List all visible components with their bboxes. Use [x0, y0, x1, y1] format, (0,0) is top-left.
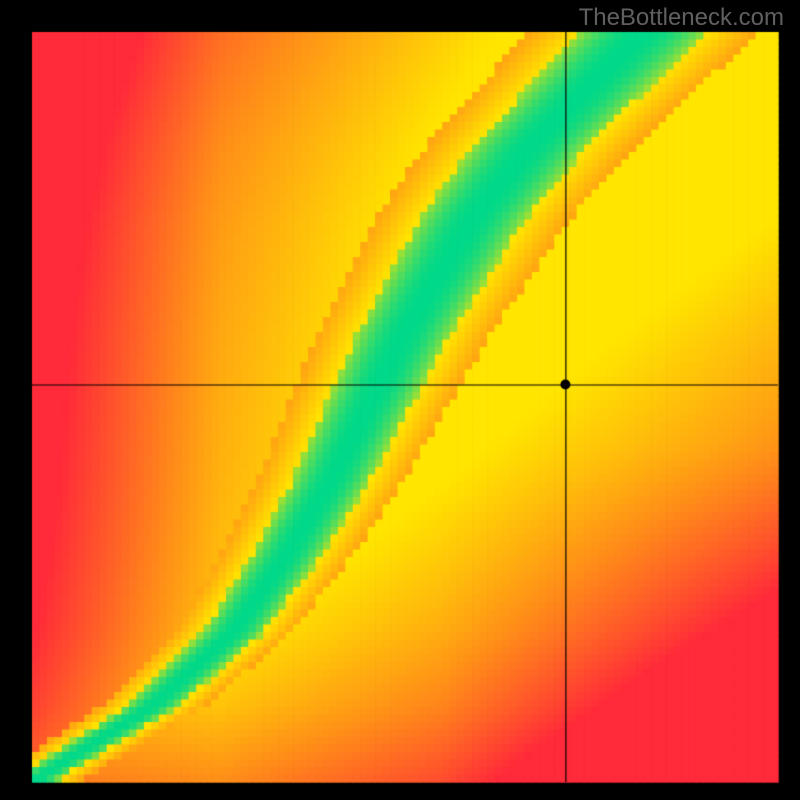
heatmap-canvas	[0, 0, 800, 800]
watermark-text: TheBottleneck.com	[579, 4, 784, 32]
chart-container: TheBottleneck.com	[0, 0, 800, 800]
